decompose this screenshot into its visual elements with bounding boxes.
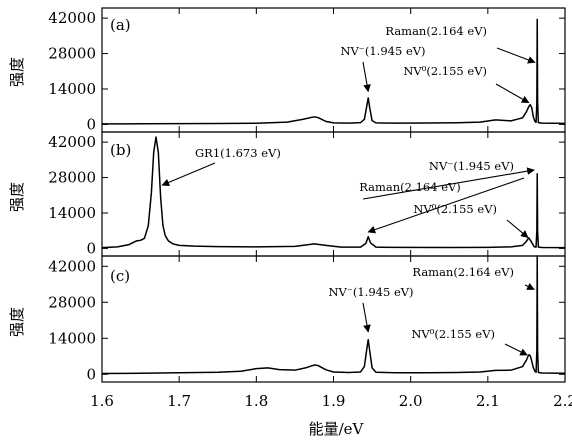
y-tick-label: 28000: [48, 45, 96, 63]
peak-annotation-arrow: [362, 302, 371, 333]
peak-annotation-label: NV⁻(1.945 eV): [328, 285, 413, 299]
peak-annotation-label: NV⁻(1.945 eV): [429, 159, 514, 173]
panel-a-frame: [101, 7, 566, 133]
x-tick-label: 2.1: [476, 392, 500, 410]
peak-annotation-arrow: [161, 162, 216, 187]
peak-annotations: NV⁻(1.945 eV) Raman(2.164 eV) NV⁰(2.155 eV…: [161, 24, 536, 356]
x-tick-label: 1.6: [90, 392, 114, 410]
peak-annotation-label: Raman(2.164 eV): [412, 265, 514, 279]
y-tick-label: 14000: [48, 329, 96, 347]
peak-annotation-label: NV⁰(2.155 eV): [413, 202, 497, 216]
peak-annotation-label: GR1(1.673 eV): [195, 146, 281, 160]
spectra-lines: [101, 18, 566, 375]
spectrum-line-panel-b: [101, 136, 566, 249]
peak-annotation-arrow: [367, 177, 525, 234]
y-tick-label: 0: [86, 239, 96, 257]
panel-c-y-axis-label: 强度: [8, 307, 26, 337]
y-tick-label: 28000: [48, 169, 96, 187]
peak-annotation-arrow: [362, 167, 535, 200]
x-tick-label: 1.8: [244, 392, 268, 410]
peak-annotation-arrow: [504, 343, 528, 356]
y-tick-label: 42000: [48, 9, 96, 27]
peak-annotation-arrow: [496, 47, 536, 64]
peak-annotation-arrow: [524, 282, 535, 290]
y-tick-label: 42000: [48, 133, 96, 151]
axis-ticks: 0140002800042000014000280004200001400028…: [48, 8, 572, 410]
panel-a-y-axis-label: 强度: [8, 57, 26, 87]
x-axis-label: 能量/eV: [309, 420, 365, 438]
y-tick-label: 42000: [48, 257, 96, 275]
y-tick-label: 0: [86, 365, 96, 383]
panel-b-label: (b): [110, 141, 131, 159]
peak-annotation-arrow: [506, 219, 529, 239]
y-tick-label: 14000: [48, 80, 96, 98]
x-tick-label: 1.9: [322, 392, 346, 410]
peak-annotation-arrow: [362, 61, 371, 93]
y-tick-label: 14000: [48, 204, 96, 222]
panel-a-label: (a): [110, 16, 131, 34]
peak-annotation-label: NV⁻(1.945 eV): [340, 44, 425, 58]
panel-b-y-axis-label: 强度: [8, 182, 26, 212]
spectrum-line-panel-c: [101, 255, 566, 375]
x-tick-label: 2.2: [553, 392, 572, 410]
x-tick-label: 2.0: [399, 392, 423, 410]
peak-annotation-label: Raman(2.164 eV): [359, 180, 461, 194]
peak-annotation-label: Raman(2.164 eV): [385, 24, 487, 38]
peak-annotation-arrow: [495, 83, 530, 104]
peak-annotation-label: NV⁰(2.155 eV): [403, 64, 487, 78]
panel-b-frame: [101, 131, 566, 257]
spectrum-line-panel-a: [101, 18, 566, 125]
y-tick-label: 0: [86, 115, 96, 133]
peak-annotation-label: NV⁰(2.155 eV): [411, 327, 495, 341]
x-tick-label: 1.7: [167, 392, 191, 410]
y-tick-label: 28000: [48, 293, 96, 311]
panel-c-label: (c): [110, 267, 130, 285]
